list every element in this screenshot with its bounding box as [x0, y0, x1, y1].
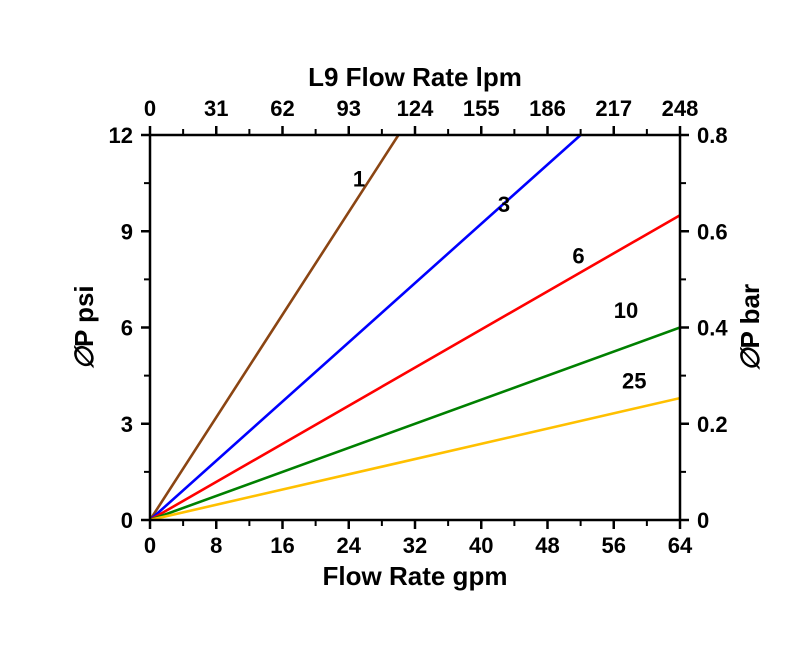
xb-tick-8: 8: [210, 533, 222, 558]
yl-tick-9: 9: [121, 219, 133, 244]
xb-tick-48: 48: [535, 533, 559, 558]
series-label-25: 25: [622, 368, 646, 393]
yl-tick-6: 6: [121, 316, 133, 341]
chart-container: 1 3 6 10 25 0 8 16 24 32 40 48 56 64 Flow Rate gpm 0 31 6…: [0, 0, 810, 652]
yr-tick-0.4: 0.4: [697, 316, 728, 341]
series-label-10: 10: [614, 298, 638, 323]
xt-tick-186: 186: [529, 96, 566, 121]
series-label-3: 3: [498, 192, 510, 217]
xb-tick-32: 32: [403, 533, 427, 558]
yr-tick-0.6: 0.6: [697, 219, 728, 244]
y-left-label: ∅P psi: [69, 285, 99, 369]
x-bottom-label: Flow Rate gpm: [323, 561, 508, 591]
y-right-label: ∅P bar: [735, 284, 765, 371]
yl-tick-0: 0: [121, 508, 133, 533]
xt-tick-31: 31: [204, 96, 228, 121]
yr-tick-0.2: 0.2: [697, 412, 728, 437]
xt-tick-248: 248: [662, 96, 699, 121]
xb-tick-16: 16: [270, 533, 294, 558]
xb-tick-24: 24: [337, 533, 362, 558]
series-label-1: 1: [353, 166, 365, 191]
xt-tick-217: 217: [595, 96, 632, 121]
yr-tick-0: 0: [697, 508, 709, 533]
xt-tick-124: 124: [397, 96, 434, 121]
xb-tick-0: 0: [144, 533, 156, 558]
xb-tick-64: 64: [668, 533, 693, 558]
yr-tick-0.8: 0.8: [697, 123, 728, 148]
yl-tick-12: 12: [109, 123, 133, 148]
top-title: L9 Flow Rate lpm: [308, 62, 522, 92]
xb-tick-40: 40: [469, 533, 493, 558]
xt-tick-93: 93: [337, 96, 361, 121]
xt-tick-155: 155: [463, 96, 500, 121]
xb-tick-56: 56: [602, 533, 626, 558]
xt-tick-0: 0: [144, 96, 156, 121]
yl-tick-3: 3: [121, 412, 133, 437]
series-label-6: 6: [572, 243, 584, 268]
chart-svg: 1 3 6 10 25 0 8 16 24 32 40 48 56 64 Flow Rate gpm 0 31 6…: [0, 0, 810, 652]
xt-tick-62: 62: [270, 96, 294, 121]
